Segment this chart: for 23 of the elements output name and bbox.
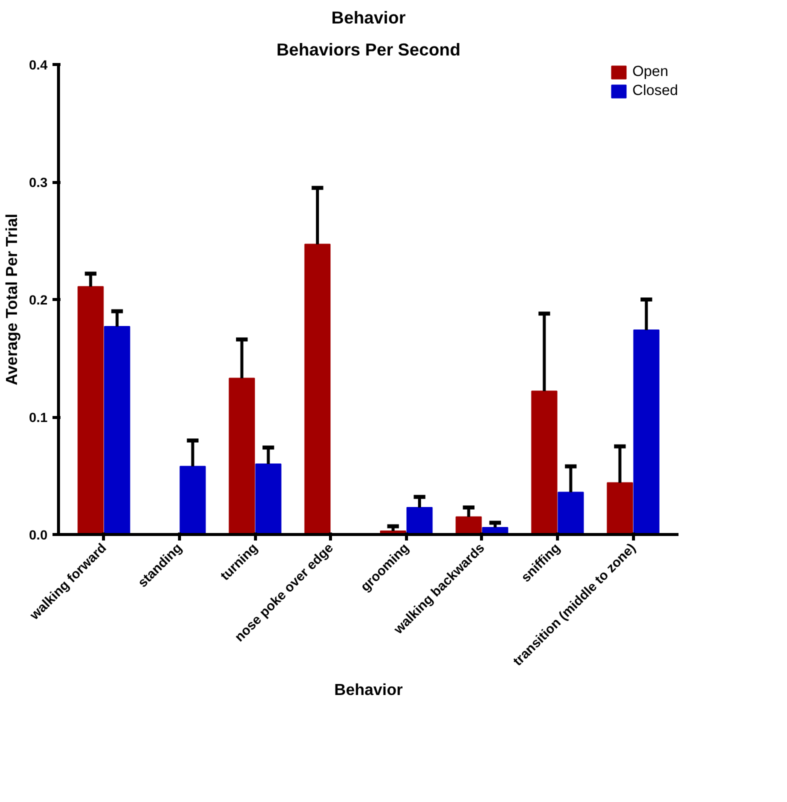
y-tick-label: 0.4 [28, 58, 48, 72]
y-tick-label: 0.0 [28, 528, 48, 542]
bar [531, 390, 558, 534]
legend-label: Open [632, 64, 668, 80]
bar [456, 516, 482, 534]
y-tick-label: 0.2 [28, 292, 48, 308]
bar [180, 466, 206, 534]
bar [78, 286, 104, 534]
bar [304, 244, 331, 534]
bar [228, 378, 255, 534]
bar [255, 464, 282, 534]
chart-title: Behavior [331, 8, 406, 28]
bar [406, 506, 433, 534]
legend-label: Closed [632, 83, 678, 99]
y-tick-label: 0.1 [28, 410, 48, 425]
bar [104, 326, 130, 534]
y-axis-title: Average Total Per Trial [4, 214, 21, 386]
bar [606, 482, 633, 534]
chart-subtitle: Behaviors Per Second [276, 40, 460, 60]
bar [558, 492, 584, 534]
y-tick-label: 0.3 [28, 175, 48, 190]
x-axis-title: Behavior [334, 682, 403, 699]
bar [633, 330, 660, 534]
